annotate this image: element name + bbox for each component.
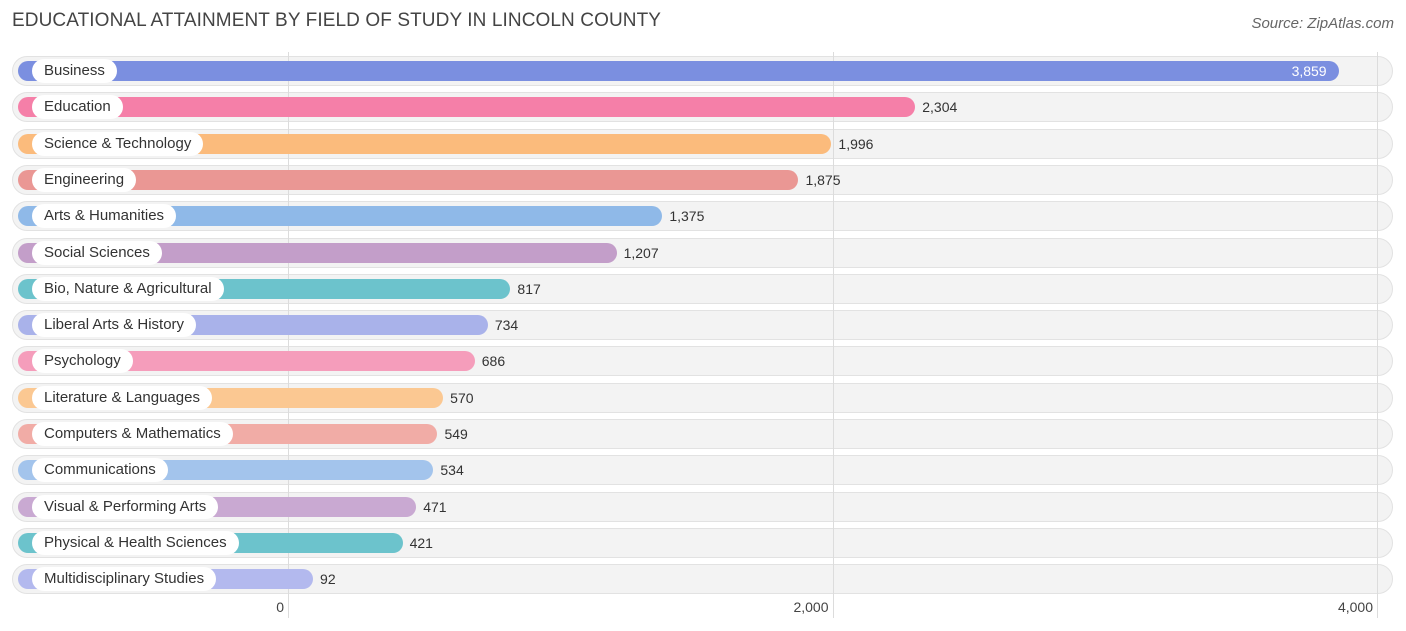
category-label: Business — [32, 59, 117, 83]
value-label: 1,996 — [838, 135, 874, 152]
category-label: Physical & Health Sciences — [32, 530, 239, 555]
x-tick-label: 4,000 — [1337, 599, 1373, 615]
x-tick-label: 0 — [276, 599, 284, 615]
value-label: 1,375 — [669, 208, 705, 225]
category-label: Literature & Languages — [32, 385, 212, 410]
value-label: 534 — [440, 462, 464, 479]
bar — [18, 97, 916, 118]
gridline — [833, 52, 834, 618]
value-label: 471 — [423, 498, 447, 515]
source-label: Source: ZipAtlas.com — [1251, 15, 1394, 32]
value-label: 1,207 — [623, 244, 659, 261]
value-label: 2,304 — [922, 99, 958, 116]
value-label: 1,875 — [805, 171, 841, 188]
category-label: Communications — [32, 458, 168, 483]
category-label: Bio, Nature & Agricultural — [32, 276, 224, 301]
value-label: 92 — [320, 571, 336, 588]
value-label: 421 — [409, 534, 433, 551]
category-label: Arts & Humanities — [32, 204, 177, 229]
gridline — [1377, 52, 1378, 618]
category-label: Education — [32, 95, 123, 120]
value-label: 3,859 — [1291, 63, 1327, 79]
chart-title: EDUCATIONAL ATTAINMENT BY FIELD OF STUDY… — [12, 10, 662, 31]
value-label: 549 — [444, 426, 468, 442]
category-label: Psychology — [32, 349, 133, 374]
bar — [18, 206, 663, 227]
category-label: Social Sciences — [32, 240, 162, 265]
category-label: Science & Technology — [32, 131, 204, 156]
category-label: Visual & Performing Arts — [32, 494, 219, 519]
x-tick-label: 2,000 — [793, 599, 829, 615]
bar — [18, 169, 799, 190]
category-label: Engineering — [32, 167, 137, 192]
value-label: 570 — [450, 389, 474, 406]
bar — [18, 61, 1339, 81]
value-label: 817 — [517, 280, 541, 297]
value-label: 734 — [494, 317, 519, 334]
category-label: Multidisciplinary Studies — [32, 567, 217, 592]
bar — [18, 242, 617, 263]
category-label: Liberal Arts & History — [32, 313, 197, 338]
category-label: Computers & Mathematics — [32, 422, 233, 446]
bar — [18, 133, 832, 154]
value-label: 686 — [481, 353, 506, 370]
